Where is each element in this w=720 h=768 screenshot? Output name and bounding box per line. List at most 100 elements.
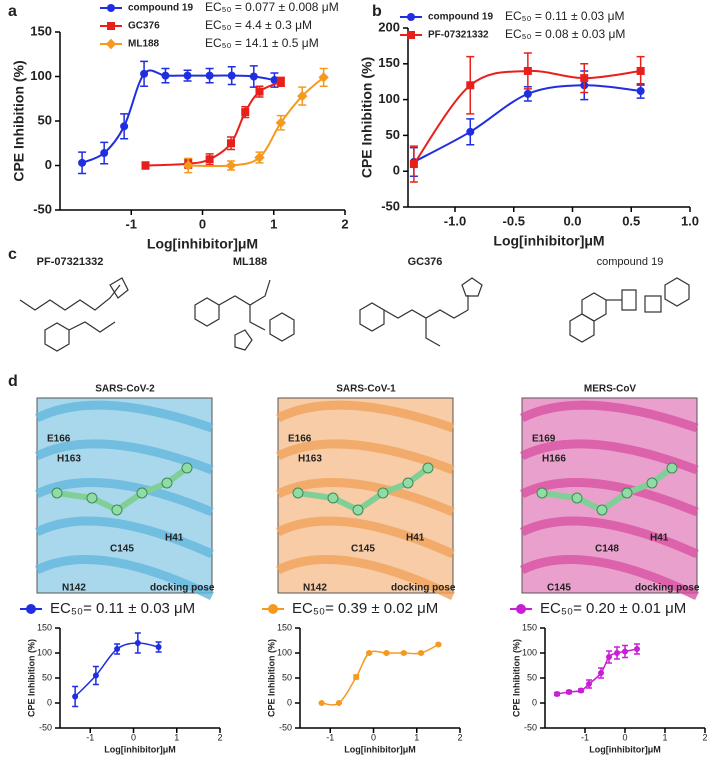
residue-label: H163 (57, 454, 81, 465)
y-axis-label: CPE Inhibition (%) (26, 639, 36, 717)
chart: -50 0 50 100 150 -1 0 1 2 Log[inhibitor]μM CPE Inh… (11, 0, 349, 252)
structure-name: compound 19 (597, 256, 664, 268)
protein-ribbon (34, 555, 214, 601)
protein-ribbon (34, 516, 214, 559)
legend-marker (107, 4, 115, 12)
protein-ribbon (519, 478, 699, 517)
data-point (241, 108, 250, 117)
y-axis-label: CPE Inhibition (%) (359, 57, 375, 178)
protein-ribbon (519, 439, 699, 475)
y-tick-label: 100 (522, 647, 537, 657)
data-point (566, 689, 572, 695)
y-tick-label: -50 (524, 722, 537, 732)
y-tick-label: 100 (277, 647, 292, 657)
y-tick-label: 100 (37, 647, 52, 657)
structure-name: ML188 (233, 256, 267, 268)
protein-ribbon (275, 516, 455, 559)
data-point (400, 650, 407, 656)
data-point (598, 670, 604, 676)
legend-label: EC₅₀= 0.20 ± 0.01 μM (540, 600, 686, 617)
data-point (318, 72, 329, 83)
legend-marker (268, 604, 278, 614)
data-point (78, 158, 87, 167)
x-tick-label: 1 (662, 732, 667, 742)
ligand-atom (666, 462, 678, 474)
data-point (580, 74, 589, 83)
x-tick-label: 1 (270, 216, 277, 231)
y-axis-label: CPE Inhibition (%) (266, 639, 276, 717)
chart: -50 0 50 100 150 -1 0 1 2 Log[inhibitor]μM CPE Inh… (510, 600, 708, 754)
x-axis-label: Log[inhibitor]μM (589, 744, 660, 754)
y-tick-label: 0 (393, 163, 400, 178)
ligand-atom (352, 504, 364, 516)
residue-label: H41 (165, 533, 184, 544)
x-tick-label: -1.0 (444, 213, 466, 228)
y-tick-label: -50 (381, 198, 400, 213)
residue-label: H163 (298, 454, 322, 465)
data-point (155, 644, 162, 650)
legend-label: GC376 (128, 21, 160, 32)
x-axis-label: Log[inhibitor]μM (147, 236, 258, 252)
residue-label: N142 (303, 583, 327, 594)
structure-name: GC376 (408, 256, 443, 268)
data-point (225, 160, 237, 171)
data-point (114, 646, 121, 652)
legend-marker (26, 604, 36, 614)
y-tick-label: 150 (277, 622, 292, 632)
x-tick-label: 1.0 (681, 213, 699, 228)
protein-ribbon (34, 400, 214, 433)
ligand-atom (111, 504, 123, 516)
docking-title: SARS-CoV-1 (336, 384, 396, 395)
residue-label: H41 (406, 533, 425, 544)
structure-name: PF-07321332 (37, 256, 104, 268)
residue-label: H166 (542, 454, 566, 465)
protein-ribbon (34, 439, 214, 475)
ligand-atom (402, 477, 414, 489)
data-point (578, 687, 584, 694)
x-tick-label: 2 (702, 732, 707, 742)
y-tick-label: -50 (279, 722, 292, 732)
data-point (383, 650, 390, 656)
data-point (141, 161, 150, 170)
ligand-atom (86, 492, 98, 504)
x-tick-label: 1 (414, 732, 419, 742)
data-point (140, 69, 149, 78)
protein-ribbon (275, 439, 455, 475)
data-point (297, 90, 308, 102)
panel-label: b (372, 3, 382, 20)
x-tick-label: 0 (199, 216, 206, 231)
legend-marker (407, 31, 415, 39)
y-tick-label: 100 (378, 91, 400, 106)
data-point (183, 160, 194, 171)
legend-label: PF-07321332 (428, 30, 489, 41)
ligand-atom (596, 504, 608, 516)
docking-title: MERS-CoV (584, 384, 637, 395)
residue-label: C145 (110, 544, 134, 555)
x-tick-label: 0.5 (622, 213, 640, 228)
residue-label: N142 (62, 583, 86, 594)
data-point (353, 674, 360, 680)
data-point (254, 152, 265, 163)
y-axis-label: CPE Inhibition (%) (511, 639, 521, 717)
ligand-atom (136, 487, 148, 499)
data-point (318, 700, 325, 706)
legend-label: compound 19 (128, 3, 193, 14)
x-tick-label: 1 (174, 732, 179, 742)
legend-label: compound 19 (428, 12, 493, 23)
y-tick-label: -50 (39, 722, 52, 732)
y-tick-label: 50 (282, 672, 292, 682)
ligand-atom (51, 487, 63, 499)
legend-value: EC₅₀ = 14.1 ± 0.5 μM (205, 36, 319, 50)
residue-label: E166 (47, 434, 71, 445)
residue-label: docking pose (635, 583, 700, 594)
data-point (120, 122, 129, 131)
ligand-atom (571, 492, 583, 504)
residue-label: docking pose (150, 583, 215, 594)
ligand-atom (422, 462, 434, 474)
y-tick-label: 100 (30, 68, 52, 83)
ligand-atom (536, 487, 548, 499)
data-point (622, 648, 628, 655)
data-point (255, 87, 264, 96)
data-point (636, 87, 645, 96)
data-point (366, 650, 373, 656)
